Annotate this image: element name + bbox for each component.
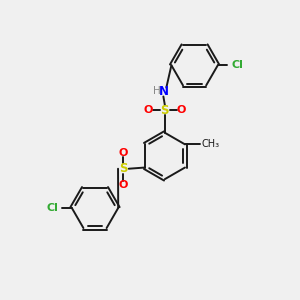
Text: H: H — [153, 86, 161, 96]
Text: S: S — [119, 162, 128, 175]
Text: Cl: Cl — [46, 203, 58, 213]
Text: N: N — [159, 85, 169, 98]
Text: O: O — [119, 148, 128, 158]
Text: O: O — [119, 180, 128, 190]
Text: Cl: Cl — [231, 60, 243, 70]
Text: S: S — [160, 104, 169, 117]
Text: O: O — [143, 106, 153, 116]
Text: CH₃: CH₃ — [202, 140, 220, 149]
Text: O: O — [177, 106, 186, 116]
